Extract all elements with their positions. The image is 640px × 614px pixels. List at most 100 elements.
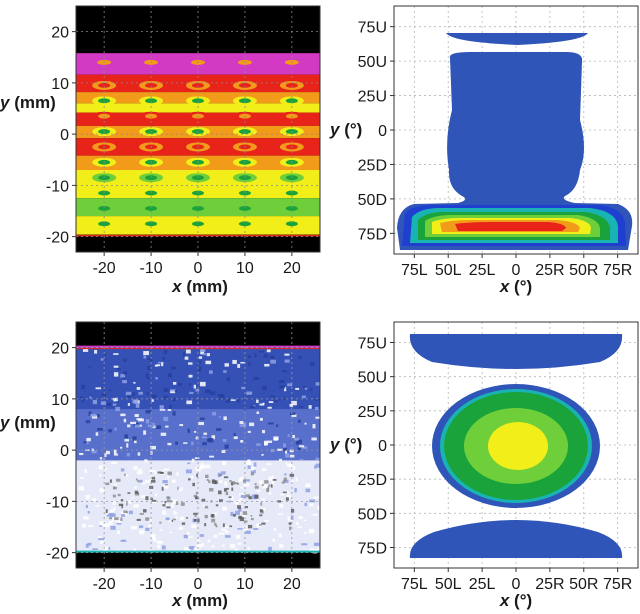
speckle: [99, 488, 105, 493]
speckle: [253, 462, 257, 467]
speckle-dark: [209, 487, 214, 492]
speckle-dark: [181, 522, 186, 525]
speckle: [271, 475, 274, 479]
speckle: [211, 435, 216, 440]
speckle-dark: [260, 502, 263, 506]
speckle: [315, 463, 320, 468]
speckle: [240, 494, 247, 498]
speckle-dark: [161, 472, 164, 474]
speckle: [301, 543, 308, 546]
speckle: [241, 386, 246, 390]
y-tick-label: 25U: [358, 404, 387, 421]
speckle-dark: [266, 488, 269, 493]
speckle: [109, 509, 115, 513]
speckle: [167, 442, 172, 446]
speckle: [114, 427, 117, 431]
speckle: [173, 510, 176, 515]
panel-top-left-y-ticks: 20 10 0 -10 -20: [46, 25, 76, 247]
speckle: [165, 517, 170, 521]
speckle: [159, 405, 164, 410]
speckle: [95, 432, 99, 436]
speckle: [124, 439, 130, 442]
speckle-dark: [123, 510, 128, 514]
beam-spot-core: [285, 83, 298, 88]
panel-bottom-right: 75L 50L 25L 0 25R 50R 75R 75U50U25U025D50D75D …: [329, 321, 639, 610]
beam-spot-core: [192, 83, 204, 88]
speckle: [268, 401, 274, 403]
speckle: [290, 480, 294, 482]
speckle: [244, 479, 250, 482]
speckle: [108, 389, 112, 392]
x-tick-label: 10: [236, 260, 254, 277]
speckle: [100, 401, 106, 405]
speckle: [100, 522, 106, 528]
speckle: [85, 504, 88, 509]
speckle-dark: [248, 496, 252, 500]
speckle: [297, 439, 302, 444]
speckle: [256, 523, 262, 528]
speckle: [267, 406, 272, 409]
tr-red-region: [455, 222, 566, 231]
speckle: [99, 540, 105, 544]
beam-spot-core: [285, 190, 298, 196]
beam-spot-core: [98, 98, 111, 104]
speckle-dark: [242, 479, 246, 483]
speckle-dark: [219, 499, 223, 503]
speckle: [167, 409, 172, 411]
speckle-dark: [157, 471, 162, 474]
speckle: [263, 520, 270, 522]
speckle: [116, 519, 120, 522]
panel-bottom-left: -20 -10 0 10 20 20 10 0 -10 -20 x (mm) y (mm): [0, 321, 321, 610]
speckle: [139, 529, 145, 535]
beam-spot-core: [238, 98, 251, 104]
speckle: [122, 539, 125, 542]
speckle: [253, 377, 260, 380]
speckle: [123, 418, 127, 423]
speckle-dark: [289, 473, 295, 477]
speckle: [88, 365, 91, 368]
speckle: [103, 458, 106, 461]
speckle: [236, 535, 241, 539]
speckle: [103, 468, 107, 470]
speckle-dark: [247, 524, 253, 529]
speckle: [163, 395, 168, 400]
speckle: [163, 349, 168, 355]
speckle: [107, 402, 113, 407]
speckle: [99, 525, 103, 527]
speckle: [289, 449, 294, 453]
speckle: [80, 396, 84, 399]
speckle: [171, 499, 177, 504]
speckle: [131, 496, 134, 499]
speckle: [215, 428, 222, 431]
speckle: [214, 512, 218, 515]
speckle: [81, 384, 85, 390]
speckle: [268, 476, 273, 481]
speckle: [148, 357, 151, 361]
speckle: [237, 399, 240, 403]
speckle: [231, 495, 234, 500]
speckle: [202, 436, 207, 439]
speckle-dark: [229, 480, 232, 483]
speckle: [188, 383, 192, 386]
speckle: [98, 536, 102, 538]
speckle-dark: [289, 526, 292, 531]
speckle: [200, 350, 205, 355]
speckle: [89, 396, 92, 399]
speckle: [304, 502, 308, 507]
speckle: [87, 511, 90, 514]
speckle: [120, 468, 125, 472]
speckle: [251, 494, 256, 500]
speckle: [189, 391, 194, 394]
speckle: [120, 446, 123, 449]
speckle: [204, 464, 211, 469]
speckle: [185, 469, 192, 474]
speckle-dark: [126, 502, 128, 506]
speckle: [247, 547, 251, 550]
speckle: [172, 381, 177, 385]
x-tick-label: 20: [283, 260, 301, 277]
speckle: [315, 457, 320, 461]
speckle: [240, 361, 246, 364]
speckle: [124, 434, 129, 439]
speckle-dark: [135, 478, 138, 481]
speckle: [95, 387, 102, 390]
